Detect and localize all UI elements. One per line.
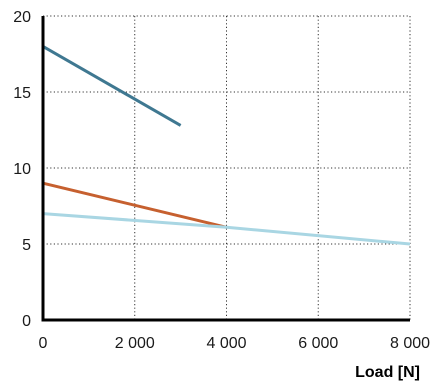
y-tick-label: 10 xyxy=(13,161,31,178)
x-tick-label: 8 000 xyxy=(390,335,430,352)
grid-lines xyxy=(43,15,411,320)
y-tick-label: 15 xyxy=(13,85,31,102)
tick-labels: 0 2 000 4 000 6 000 8 000 0 5 10 15 20 xyxy=(13,9,430,352)
x-tick-label: 2 000 xyxy=(115,335,155,352)
axes xyxy=(41,16,410,322)
series-line-3 xyxy=(42,212,411,246)
series-line-2 xyxy=(42,181,227,229)
y-tick-label: 0 xyxy=(22,313,31,330)
series-line-1 xyxy=(42,45,182,127)
y-tick-label: 20 xyxy=(13,9,31,26)
x-tick-label: 0 xyxy=(39,335,48,352)
y-tick-label: 5 xyxy=(22,237,31,254)
x-tick-label: 6 000 xyxy=(298,335,338,352)
data-series xyxy=(42,45,411,246)
x-tick-label: 4 000 xyxy=(206,335,246,352)
x-axis-title: Load [N] xyxy=(355,364,420,381)
